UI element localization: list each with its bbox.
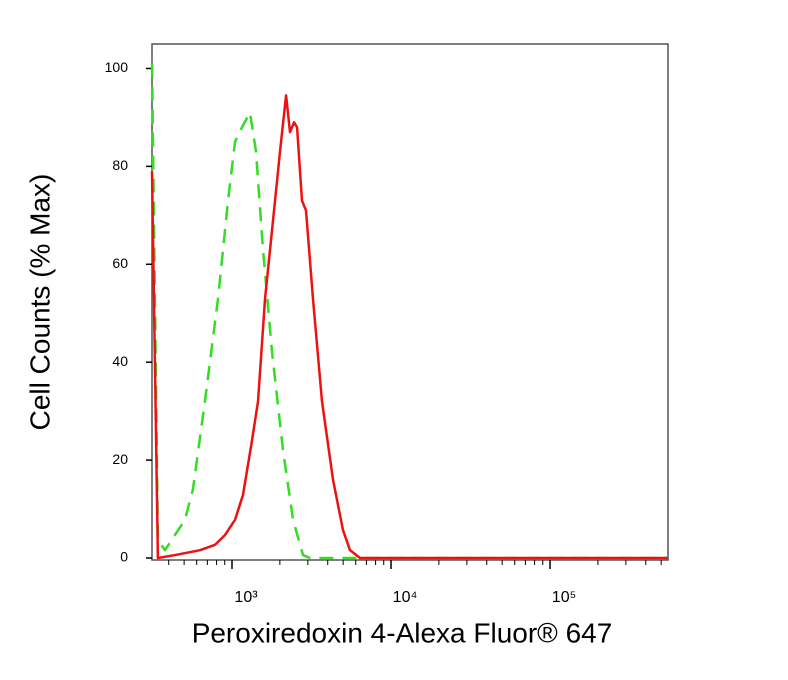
y-tick-label: 60 xyxy=(112,255,128,271)
series-line xyxy=(150,63,668,560)
y-tick-label: 100 xyxy=(105,59,129,75)
y-tick-label: 40 xyxy=(112,353,128,369)
x-tick-label: 10⁴ xyxy=(393,589,418,606)
y-tick-label: 80 xyxy=(112,157,128,173)
series-line xyxy=(150,94,668,560)
y-tick-label: 20 xyxy=(112,451,128,467)
x-tick-label: 10⁵ xyxy=(552,589,576,606)
x-axis-title: Peroxiredoxin 4-Alexa Fluor® 647 xyxy=(192,617,613,648)
plot-frame xyxy=(151,43,669,561)
x-tick-label: 10³ xyxy=(234,589,258,606)
y-tick-label: 0 xyxy=(120,549,128,565)
y-axis-title: Cell Counts (% Max) xyxy=(24,174,55,431)
